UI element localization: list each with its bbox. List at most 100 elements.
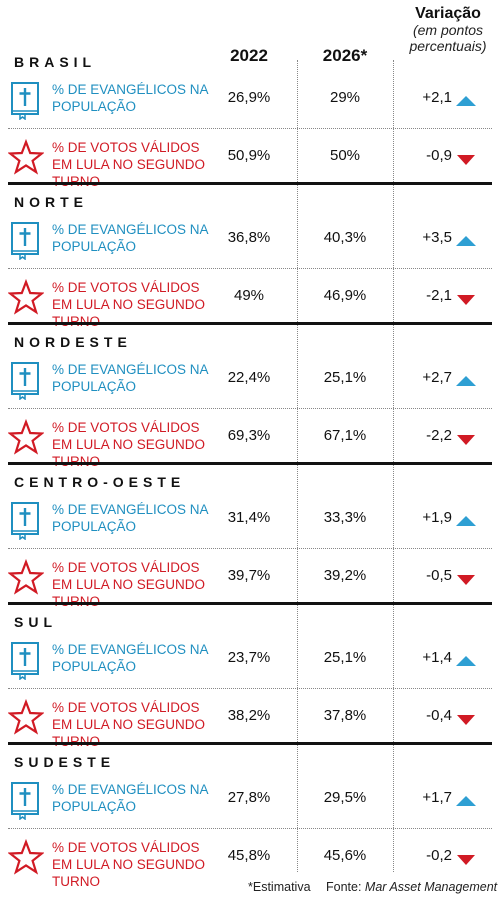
- variation-subtitle: (em pontos percentuais): [409, 22, 487, 54]
- value-2026: 45,6%: [323, 847, 367, 864]
- value-2026: 67,1%: [323, 427, 367, 444]
- arrow-down-icon: [457, 295, 475, 305]
- arrow-up-icon: [456, 236, 476, 246]
- value-2026: 50%: [329, 147, 361, 164]
- indicator-label: % DE EVANGÉLICOS NA POPULAÇÃO: [52, 502, 208, 534]
- row-divider: [8, 548, 492, 549]
- arrow-up-icon: [456, 516, 476, 526]
- region-name: SUDESTE: [14, 754, 116, 770]
- value-2022: 39,7%: [227, 567, 271, 584]
- value-variation: +3,5: [422, 229, 452, 246]
- value-2022: 36,8%: [227, 229, 271, 246]
- row-divider: [8, 828, 492, 829]
- column-separator: [393, 60, 394, 872]
- value-variation: -0,4: [426, 707, 452, 724]
- value-2026: 29,5%: [323, 789, 367, 806]
- value-variation: -2,2: [426, 427, 452, 444]
- region-divider: [8, 602, 492, 605]
- value-variation: -0,9: [426, 147, 452, 164]
- value-2022: 26,9%: [227, 89, 271, 106]
- indicator-label: % DE EVANGÉLICOS NA POPULAÇÃO: [52, 222, 208, 254]
- value-2026: 29%: [329, 89, 361, 106]
- value-variation: +2,7: [422, 369, 452, 386]
- column-separator: [297, 60, 298, 872]
- region-name: NORTE: [14, 194, 88, 210]
- value-2022: 45,8%: [227, 847, 271, 864]
- indicator-label: % DE VOTOS VÁLIDOS EM LULA NO SEGUNDO TU…: [52, 140, 206, 189]
- bible-icon: [8, 500, 44, 541]
- indicator-label: % DE VOTOS VÁLIDOS EM LULA NO SEGUNDO TU…: [52, 840, 206, 889]
- region-name: CENTRO-OESTE: [14, 474, 186, 490]
- value-2026: 25,1%: [323, 369, 367, 386]
- row-divider: [8, 128, 492, 129]
- value-variation: +1,9: [422, 509, 452, 526]
- row-divider: [8, 408, 492, 409]
- star-icon: [7, 278, 45, 318]
- variation-title: Variação: [415, 5, 481, 22]
- value-2026: 37,8%: [323, 707, 367, 724]
- region-divider: [8, 182, 492, 185]
- star-icon: [7, 558, 45, 598]
- value-2026: 33,3%: [323, 509, 367, 526]
- indicator-label: % DE VOTOS VÁLIDOS EM LULA NO SEGUNDO TU…: [52, 700, 206, 749]
- variation-header: Variação (em pontos percentuais): [398, 5, 498, 55]
- bible-icon: [8, 220, 44, 261]
- arrow-up-icon: [456, 96, 476, 106]
- value-variation: +1,7: [422, 789, 452, 806]
- indicator-label: % DE EVANGÉLICOS NA POPULAÇÃO: [52, 642, 208, 674]
- arrow-down-icon: [457, 155, 475, 165]
- indicator-label: % DE EVANGÉLICOS NA POPULAÇÃO: [52, 82, 208, 114]
- value-variation: -2,1: [426, 287, 452, 304]
- value-2026: 46,9%: [323, 287, 367, 304]
- star-icon: [7, 838, 45, 878]
- arrow-down-icon: [457, 855, 475, 865]
- row-divider: [8, 688, 492, 689]
- arrow-down-icon: [457, 435, 475, 445]
- row-divider: [8, 268, 492, 269]
- value-2026: 25,1%: [323, 649, 367, 666]
- region-name: NORDESTE: [14, 334, 132, 350]
- value-2022: 31,4%: [227, 509, 271, 526]
- region-divider: [8, 322, 492, 325]
- value-2026: 39,2%: [323, 567, 367, 584]
- indicator-label: % DE VOTOS VÁLIDOS EM LULA NO SEGUNDO TU…: [52, 560, 206, 609]
- indicator-label: % DE EVANGÉLICOS NA POPULAÇÃO: [52, 362, 208, 394]
- value-2026: 40,3%: [323, 229, 367, 246]
- region-divider: [8, 742, 492, 745]
- source-prefix: Fonte:: [326, 880, 362, 894]
- value-variation: -0,2: [426, 847, 452, 864]
- indicator-label: % DE VOTOS VÁLIDOS EM LULA NO SEGUNDO TU…: [52, 420, 206, 469]
- indicator-label: % DE VOTOS VÁLIDOS EM LULA NO SEGUNDO TU…: [52, 280, 206, 329]
- bible-icon: [8, 80, 44, 121]
- region-name: BRASIL: [14, 54, 97, 70]
- column-header-2022: 2022: [230, 46, 268, 65]
- star-icon: [7, 418, 45, 458]
- arrow-down-icon: [457, 715, 475, 725]
- value-2022: 23,7%: [227, 649, 271, 666]
- value-variation: -0,5: [426, 567, 452, 584]
- value-2022: 50,9%: [227, 147, 271, 164]
- bible-icon: [8, 780, 44, 821]
- arrow-up-icon: [456, 656, 476, 666]
- region-divider: [8, 462, 492, 465]
- star-icon: [7, 698, 45, 738]
- column-header-2026: 2026*: [322, 46, 368, 65]
- arrow-down-icon: [457, 575, 475, 585]
- value-variation: +2,1: [422, 89, 452, 106]
- source-name: Mar Asset Management: [364, 880, 498, 894]
- bible-icon: [8, 360, 44, 401]
- value-variation: +1,4: [422, 649, 452, 666]
- source: Fonte: Mar Asset Management: [326, 880, 497, 894]
- value-2022: 27,8%: [227, 789, 271, 806]
- arrow-up-icon: [456, 796, 476, 806]
- bible-icon: [8, 640, 44, 681]
- value-2022: 49%: [233, 287, 265, 304]
- value-2022: 69,3%: [227, 427, 271, 444]
- region-name: SUL: [14, 614, 57, 630]
- footnote: *Estimativa: [248, 880, 311, 894]
- indicator-label: % DE EVANGÉLICOS NA POPULAÇÃO: [52, 782, 208, 814]
- value-2022: 38,2%: [227, 707, 271, 724]
- arrow-up-icon: [456, 376, 476, 386]
- value-2022: 22,4%: [227, 369, 271, 386]
